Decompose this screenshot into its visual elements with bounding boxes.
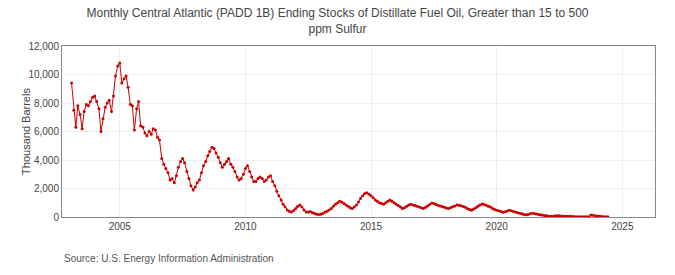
svg-text:4,000: 4,000: [34, 155, 59, 166]
svg-text:2010: 2010: [234, 221, 257, 232]
svg-text:8,000: 8,000: [34, 98, 59, 109]
svg-text:Thousand Barrels: Thousand Barrels: [20, 88, 32, 175]
svg-text:2015: 2015: [360, 221, 383, 232]
svg-text:2020: 2020: [486, 221, 509, 232]
svg-text:2005: 2005: [109, 221, 132, 232]
svg-text:0: 0: [53, 212, 59, 223]
svg-text:Source: U.S. Energy Informatio: Source: U.S. Energy Information Administ…: [64, 253, 274, 264]
svg-text:2,000: 2,000: [34, 183, 59, 194]
svg-text:10,000: 10,000: [28, 69, 59, 80]
svg-text:12,000: 12,000: [28, 41, 59, 52]
svg-text:6,000: 6,000: [34, 126, 59, 137]
svg-text:2025: 2025: [611, 221, 634, 232]
svg-text:Monthly Central Atlantic (PADD: Monthly Central Atlantic (PADD 1B) Endin…: [86, 6, 588, 36]
